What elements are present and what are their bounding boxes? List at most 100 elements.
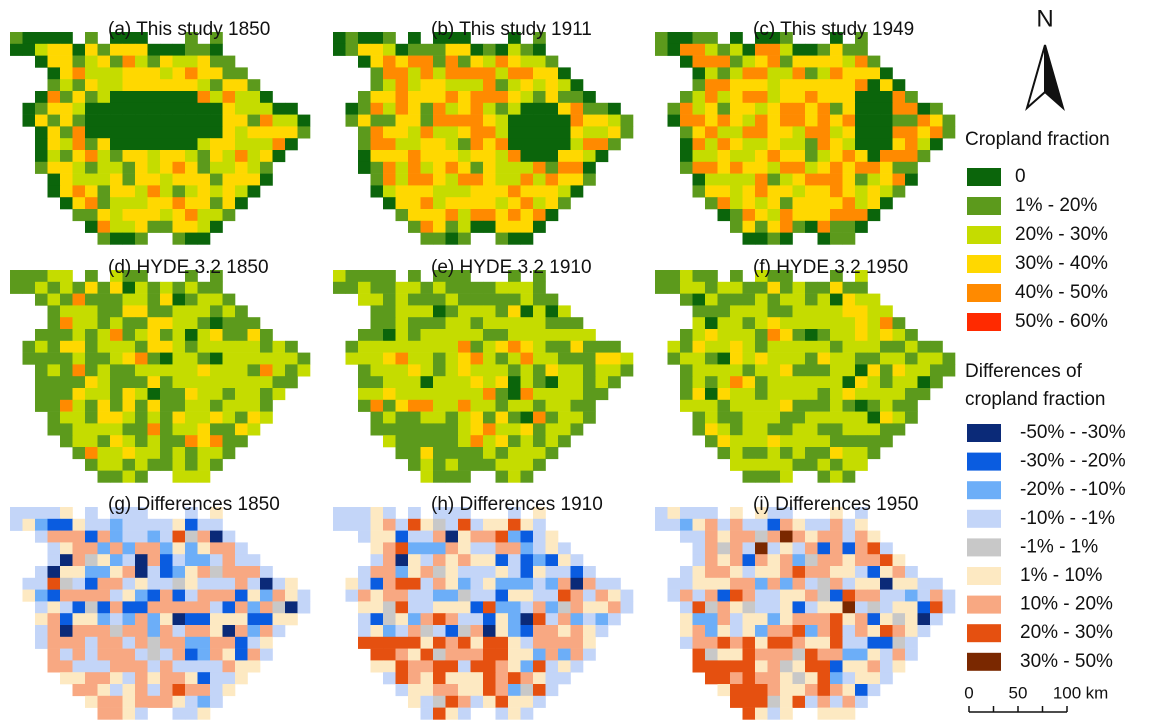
map-cell: [371, 625, 384, 637]
map-cell: [260, 341, 273, 353]
map-cell: [583, 625, 596, 637]
map-cell: [705, 353, 718, 365]
map-cell: [85, 174, 98, 186]
map-cell: [408, 376, 421, 388]
map-cell: [433, 388, 446, 400]
map-cell: [496, 601, 509, 613]
map-cell: [755, 44, 768, 56]
map-cell: [471, 221, 484, 233]
map-cell: [458, 221, 471, 233]
map-cell: [880, 400, 893, 412]
map-cell: [73, 672, 86, 684]
map-cell: [421, 353, 434, 365]
map-cell: [333, 32, 346, 44]
map-cell: [98, 174, 111, 186]
map-cell: [508, 388, 521, 400]
map-cell: [458, 115, 471, 127]
map-cell: [446, 566, 459, 578]
map-cell: [110, 138, 123, 150]
map-cell: [608, 103, 621, 115]
map-cell: [235, 578, 248, 590]
map-cell: [185, 185, 198, 197]
scale-label: 50: [1009, 683, 1028, 702]
map-cell: [718, 637, 731, 649]
map-cell: [680, 590, 693, 602]
map-cell: [655, 32, 668, 44]
map-cell: [148, 162, 161, 174]
map-cell: [843, 435, 856, 447]
map-cell: [496, 566, 509, 578]
map-cell: [693, 364, 706, 376]
map-cell: [185, 341, 198, 353]
map-cell: [85, 625, 98, 637]
map-cell: [185, 578, 198, 590]
map-cell: [210, 531, 223, 543]
map-cell: [85, 185, 98, 197]
map-cell: [471, 103, 484, 115]
map-cell: [855, 435, 868, 447]
map-cell: [533, 305, 546, 317]
map-cell: [830, 601, 843, 613]
legend-swatch: [967, 567, 1001, 585]
map-cell: [160, 364, 173, 376]
map-cell: [421, 400, 434, 412]
map-cell: [358, 613, 371, 625]
map-cell: [730, 519, 743, 531]
map-cell: [930, 341, 943, 353]
map-cell: [433, 282, 446, 294]
map-cell: [421, 221, 434, 233]
map-cell: [793, 115, 806, 127]
map-cell: [768, 708, 781, 720]
map-cell: [85, 376, 98, 388]
map-cell: [421, 138, 434, 150]
map-cell: [730, 197, 743, 209]
map-cell: [173, 44, 186, 56]
map-cell: [793, 554, 806, 566]
map-cell: [458, 459, 471, 471]
map-cell: [98, 590, 111, 602]
map-cell: [755, 388, 768, 400]
map-cell: [508, 613, 521, 625]
map-cell: [160, 341, 173, 353]
map-cell: [596, 625, 609, 637]
map-cell: [680, 400, 693, 412]
map-cell: [830, 174, 843, 186]
map-cell: [48, 317, 61, 329]
map-cell: [730, 684, 743, 696]
map-cell: [533, 660, 546, 672]
legend-label: 30% - 40%: [1015, 253, 1108, 274]
map-cell: [210, 672, 223, 684]
map-cell: [755, 282, 768, 294]
map-cell: [718, 126, 731, 138]
map-cell: [743, 162, 756, 174]
map-cell: [148, 305, 161, 317]
map-cell: [768, 185, 781, 197]
map-cell: [830, 459, 843, 471]
map-cell: [135, 435, 148, 447]
map-cell: [780, 660, 793, 672]
map-cell: [396, 566, 409, 578]
map-cell: [198, 67, 211, 79]
map-cell: [396, 388, 409, 400]
map-cell: [471, 150, 484, 162]
map-cell: [496, 613, 509, 625]
map-cell: [273, 103, 286, 115]
map-cell: [730, 162, 743, 174]
map-cell: [408, 459, 421, 471]
map-cell: [198, 613, 211, 625]
map-cell: [780, 329, 793, 341]
map-cell: [855, 126, 868, 138]
map-cell: [85, 672, 98, 684]
map-cell: [285, 115, 298, 127]
map-cell: [185, 637, 198, 649]
map-cell: [533, 531, 546, 543]
map-cell: [780, 103, 793, 115]
map-cell: [805, 317, 818, 329]
map-cell: [880, 578, 893, 590]
map-cell: [73, 67, 86, 79]
map-cell: [805, 590, 818, 602]
map-cell: [198, 138, 211, 150]
map-cell: [260, 138, 273, 150]
map-cell: [843, 649, 856, 661]
map-cell: [621, 364, 634, 376]
